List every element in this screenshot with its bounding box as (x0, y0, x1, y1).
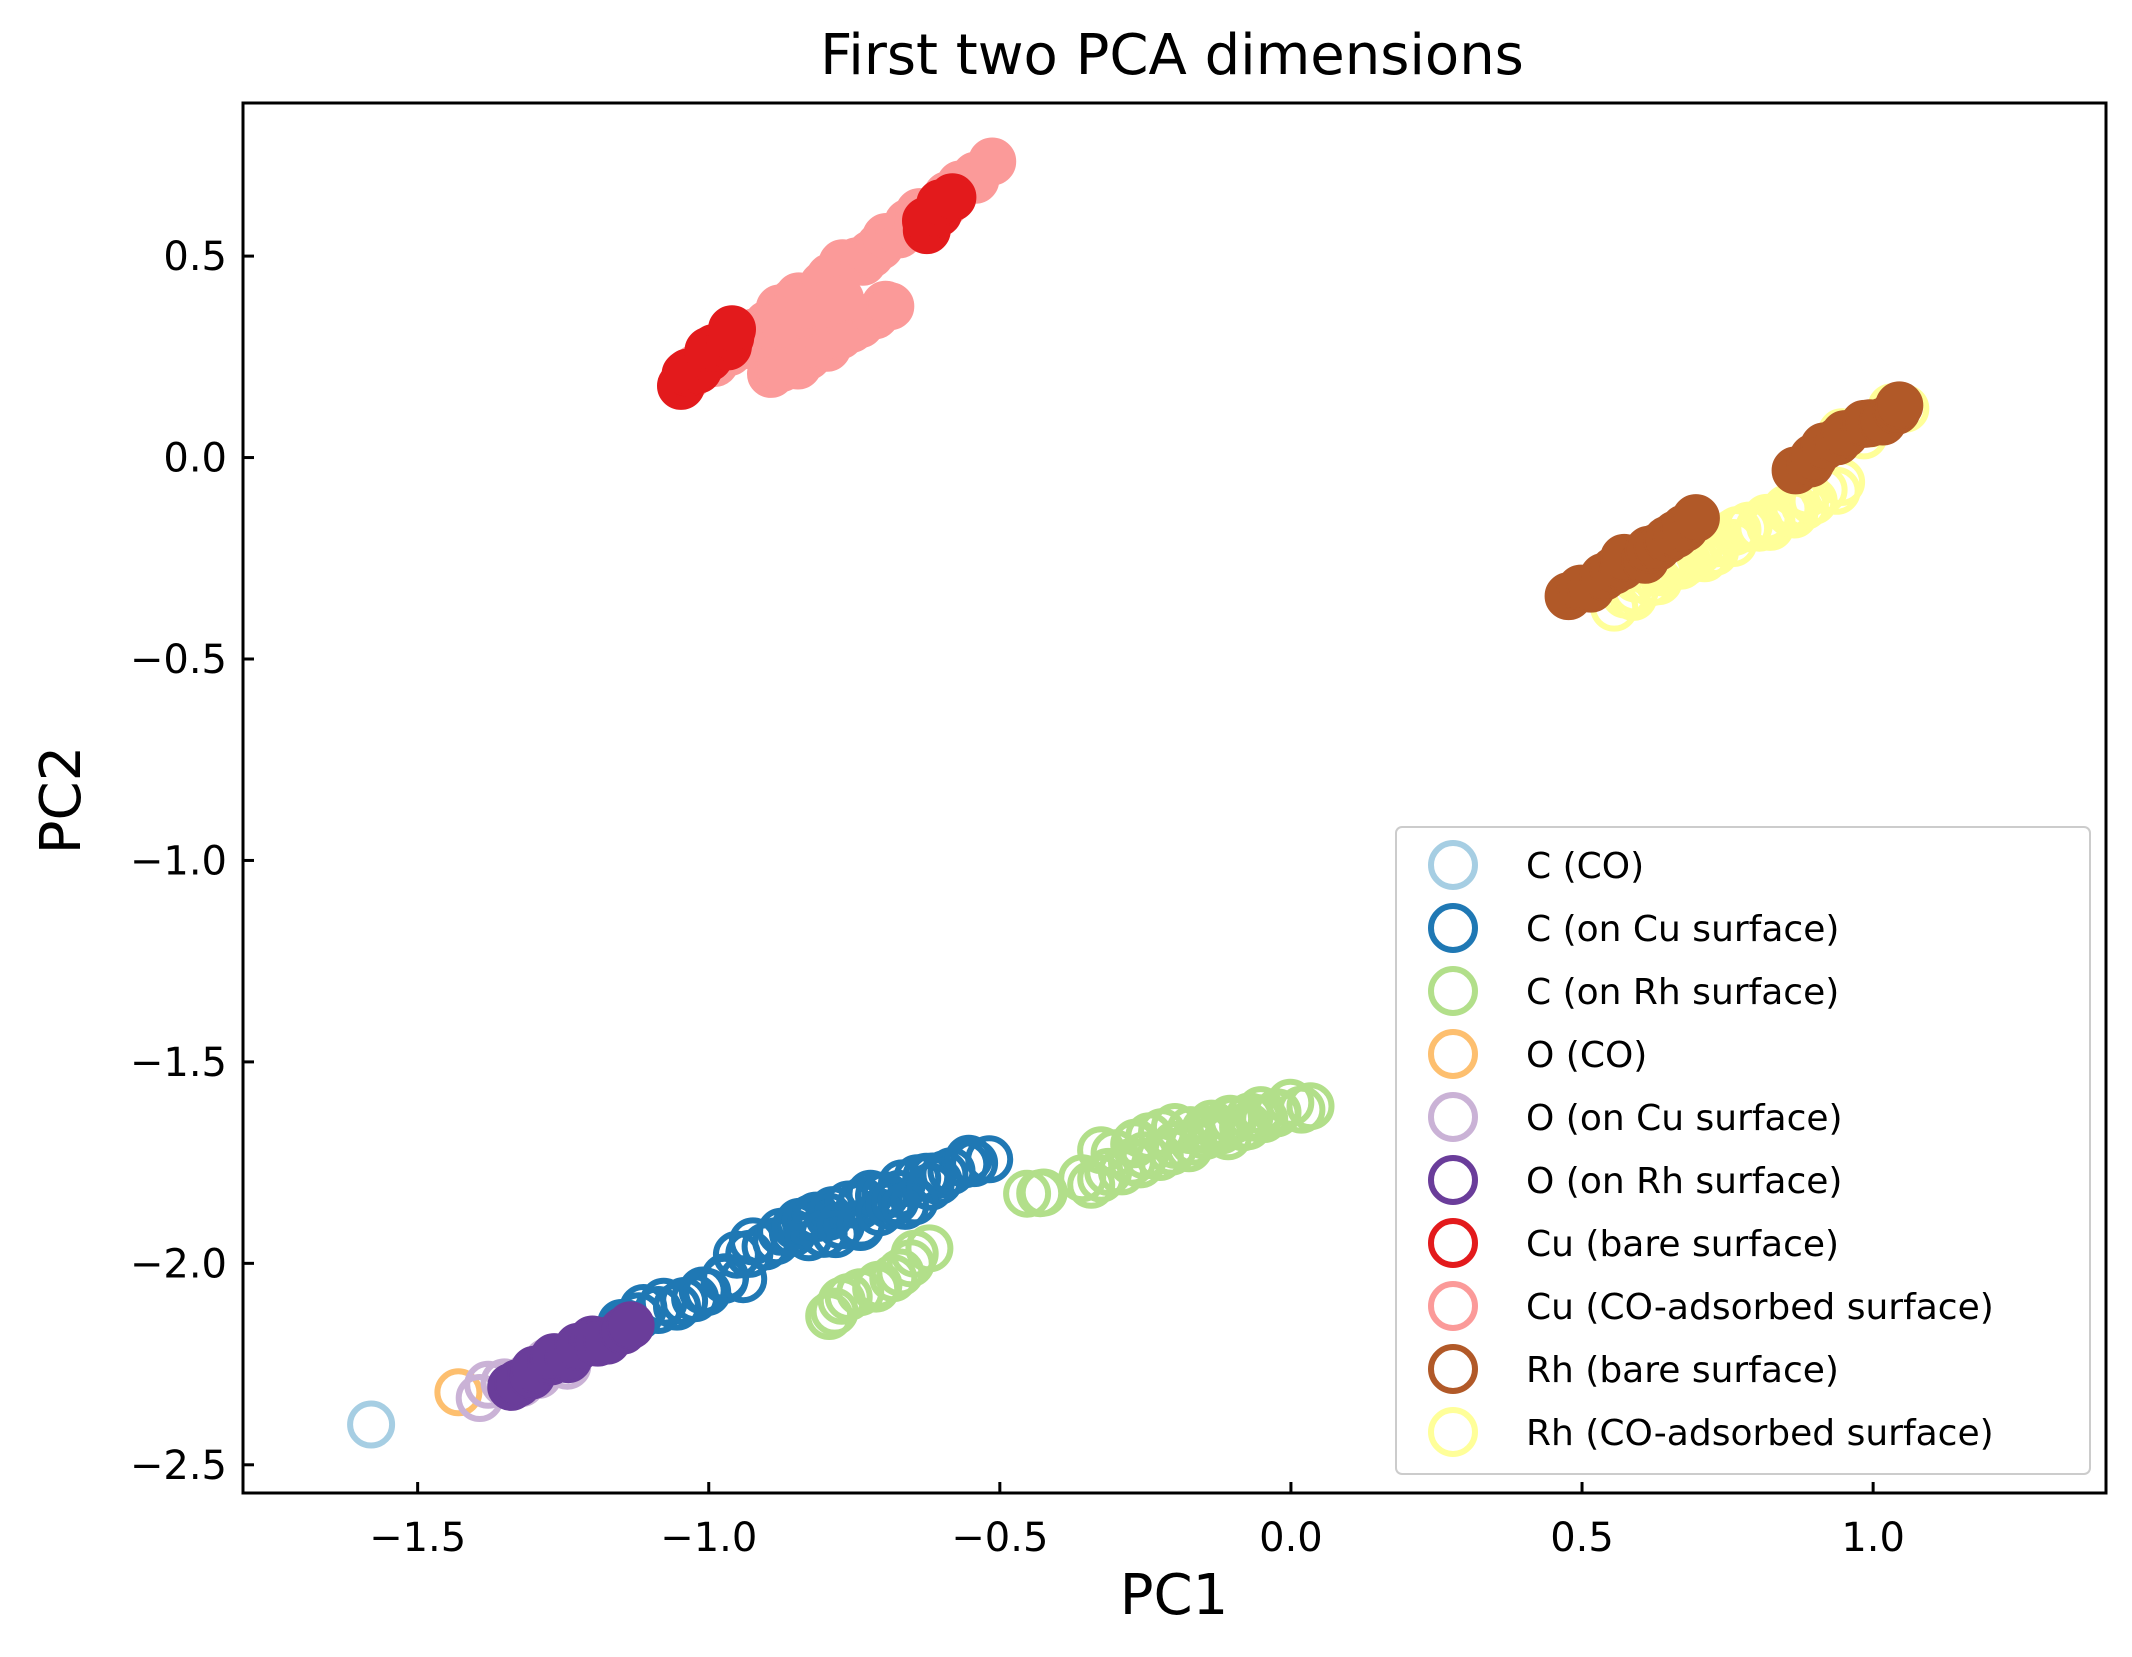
y-tick-label: −0.5 (130, 637, 227, 683)
y-tick-label: −1.5 (130, 1040, 227, 1086)
y-tick-label: 0.0 (163, 436, 227, 482)
legend-label: Rh (CO-adsorbed surface) (1526, 1413, 1994, 1454)
data-point (1875, 381, 1924, 430)
legend-marker (1428, 1218, 1478, 1268)
plot-frame (241, 101, 2108, 1495)
series-7 (657, 173, 977, 410)
series-2 (805, 1078, 1335, 1340)
data-point (865, 1181, 914, 1230)
legend-label: C (on Cu surface) (1526, 909, 1839, 950)
data-point (906, 1162, 955, 1211)
data-point (606, 1301, 655, 1350)
points-layer (347, 137, 1930, 1449)
x-axis-label: PC1 (1120, 1563, 1229, 1628)
x-axis-ticks: −1.5 −1.0 −0.5 0.0 0.5 1.0 (369, 1482, 1905, 1561)
x-tick-label: −1.5 (369, 1515, 466, 1561)
x-tick-label: 0.5 (1550, 1515, 1614, 1561)
data-point (866, 282, 915, 331)
data-point (1003, 1169, 1052, 1218)
data-point (968, 137, 1017, 186)
legend-label: Cu (bare surface) (1526, 1224, 1839, 1265)
legend-label: C (CO) (1526, 846, 1644, 887)
series-9 (1544, 381, 1924, 621)
series-5 (487, 1301, 655, 1411)
legend-marker (1428, 1092, 1478, 1142)
y-tick-label: −2.0 (130, 1241, 227, 1287)
data-point (708, 305, 756, 354)
legend-marker (1428, 903, 1478, 953)
data-point (1236, 1086, 1285, 1135)
series-0 (347, 1400, 396, 1449)
legend: C (CO) C (on Cu surface) C (on Rh surface)… (1395, 826, 2091, 1475)
y-tick-label: 0.5 (163, 234, 227, 280)
x-tick-label: 1.0 (1841, 1515, 1905, 1561)
legend-label: O (on Rh surface) (1526, 1161, 1842, 1202)
data-point (347, 1400, 396, 1449)
legend-marker (1428, 1344, 1478, 1394)
legend-marker (1428, 1155, 1478, 1205)
data-point (434, 1368, 483, 1417)
data-point (1671, 494, 1720, 543)
y-tick-label: −2.5 (130, 1443, 227, 1489)
y-tick-label: −1.0 (130, 838, 227, 884)
x-tick-label: 0.0 (1259, 1515, 1323, 1561)
x-tick-label: −0.5 (951, 1515, 1048, 1561)
data-point (816, 275, 865, 324)
legend-marker (1428, 966, 1478, 1016)
chart-title: First two PCA dimensions (820, 23, 1524, 88)
data-point (811, 1210, 860, 1259)
data-point (890, 1177, 939, 1226)
legend-marker (1428, 1281, 1478, 1331)
legend-marker (1428, 1407, 1478, 1457)
legend-label: O (on Cu surface) (1526, 1098, 1843, 1139)
legend-label: O (CO) (1526, 1035, 1647, 1076)
data-point (905, 1224, 954, 1273)
legend-label: Cu (CO-adsorbed surface) (1526, 1287, 1994, 1328)
x-tick-label: −1.0 (660, 1515, 757, 1561)
legend-label: Rh (bare surface) (1526, 1350, 1839, 1391)
data-point (1181, 1105, 1230, 1154)
data-point (1286, 1082, 1335, 1131)
data-point (700, 1255, 749, 1304)
legend-box (1395, 826, 2091, 1475)
data-point (944, 1134, 993, 1183)
series-3 (434, 1368, 483, 1417)
legend-marker (1428, 1029, 1478, 1079)
data-point (965, 1135, 1014, 1184)
y-axis-ticks: 0.5 0.0 −0.5 −1.0 −1.5 −2.0 −2.5 (130, 234, 254, 1489)
y-axis-label: PC2 (29, 746, 94, 855)
data-point (928, 173, 977, 222)
legend-marker (1428, 840, 1478, 890)
legend-label: C (on Rh surface) (1526, 972, 1839, 1013)
